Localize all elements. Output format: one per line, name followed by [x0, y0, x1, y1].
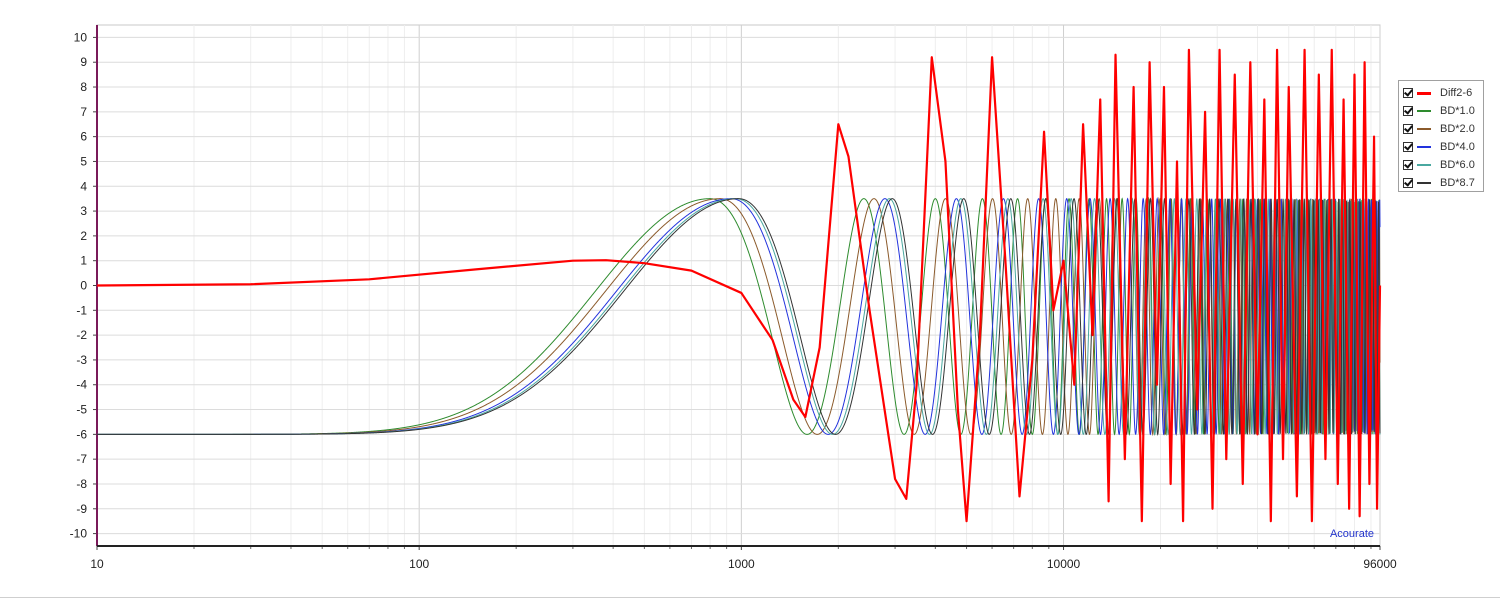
- y-tick-label: 10: [74, 30, 88, 44]
- x-tick-label: 10: [90, 557, 104, 571]
- y-tick-label: 2: [80, 229, 87, 243]
- y-tick-label: 1: [80, 254, 87, 268]
- y-tick-label: -1: [76, 303, 87, 317]
- y-tick-label: 5: [80, 154, 87, 168]
- legend-label: Diff2-6: [1440, 87, 1473, 99]
- legend-item[interactable]: BD*8.7: [1403, 174, 1483, 192]
- y-tick-label: 8: [80, 80, 87, 94]
- legend-checkbox[interactable]: [1403, 178, 1413, 188]
- legend-checkbox[interactable]: [1403, 124, 1413, 134]
- x-tick-label: 96000: [1363, 557, 1397, 571]
- y-tick-label: -8: [76, 477, 87, 491]
- y-tick-label: 6: [80, 130, 87, 144]
- x-tick-label: 100: [409, 557, 429, 571]
- y-tick-label: -2: [76, 328, 87, 342]
- x-tick-label: 1000: [728, 557, 755, 571]
- x-tick-label: 10000: [1047, 557, 1081, 571]
- legend-checkbox[interactable]: [1403, 160, 1413, 170]
- y-tick-label: -6: [76, 427, 87, 441]
- legend-swatch: [1417, 91, 1431, 95]
- y-tick-label: -7: [76, 452, 87, 466]
- y-tick-label: 4: [80, 179, 87, 193]
- legend-swatch: [1417, 182, 1431, 184]
- legend-swatch: [1417, 110, 1431, 112]
- legend-label: BD*8.7: [1440, 177, 1475, 189]
- window-bottom-border: [0, 597, 1500, 598]
- y-tick-label: -9: [76, 502, 87, 516]
- legend-label: BD*1.0: [1440, 105, 1475, 117]
- legend-checkbox[interactable]: [1403, 88, 1413, 98]
- legend-swatch: [1417, 128, 1431, 130]
- legend-label: BD*6.0: [1440, 159, 1475, 171]
- legend-label: BD*2.0: [1440, 123, 1475, 135]
- legend-item[interactable]: BD*6.0: [1403, 156, 1483, 174]
- legend-swatch: [1417, 146, 1431, 148]
- watermark-label: Acourate: [1329, 528, 1374, 540]
- series-line-diff2-6: [96, 48, 1382, 523]
- legend-label: BD*4.0: [1440, 141, 1475, 153]
- y-tick-label: 0: [80, 279, 87, 293]
- legend-item[interactable]: Diff2-6: [1403, 84, 1483, 102]
- y-tick-label: 7: [80, 105, 87, 119]
- y-tick-label: 9: [80, 55, 87, 69]
- y-tick-label: -10: [70, 527, 88, 541]
- legend-checkbox[interactable]: [1403, 106, 1413, 116]
- legend-swatch: [1417, 164, 1431, 166]
- legend-checkbox[interactable]: [1403, 142, 1413, 152]
- y-tick-label: 3: [80, 204, 87, 218]
- legend-item[interactable]: BD*1.0: [1403, 102, 1483, 120]
- legend-item[interactable]: BD*2.0: [1403, 120, 1483, 138]
- y-tick-label: -4: [76, 378, 87, 392]
- legend: Diff2-6 BD*1.0 BD*2.0 BD*4.0 BD*6.0 BD*8.7: [1398, 80, 1484, 192]
- legend-item[interactable]: BD*4.0: [1403, 138, 1483, 156]
- y-tick-label: -3: [76, 353, 87, 367]
- y-tick-label: -5: [76, 403, 87, 417]
